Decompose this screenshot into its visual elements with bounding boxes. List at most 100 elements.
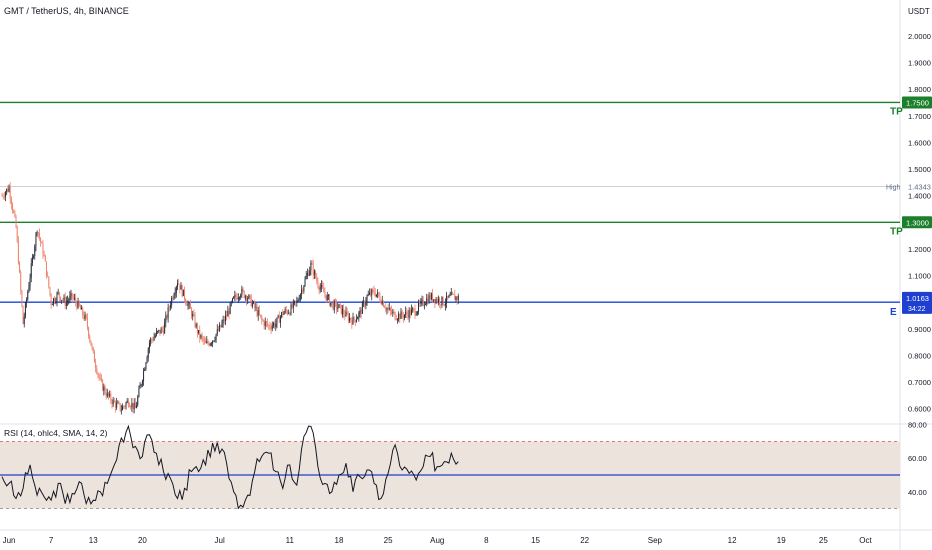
- candle-body: [12, 204, 14, 211]
- time-tick-label: 11: [286, 536, 295, 545]
- candle-body: [399, 313, 401, 319]
- candle-body: [44, 255, 46, 262]
- candle-body: [92, 347, 94, 352]
- candle-body: [152, 339, 154, 341]
- price-tick-label: 1.2000: [908, 245, 931, 254]
- candle-body: [64, 297, 66, 306]
- candle-body: [308, 273, 310, 276]
- candle-body: [47, 275, 49, 277]
- candle-body: [1, 195, 3, 197]
- level-tag: E: [890, 307, 897, 318]
- candle-body: [182, 289, 184, 297]
- candle-body: [422, 299, 424, 306]
- candle-body: [132, 403, 134, 410]
- candle-body: [22, 306, 24, 324]
- candle-body: [427, 298, 429, 304]
- candle-body: [425, 304, 427, 305]
- candle-body: [209, 343, 211, 346]
- candle-body: [325, 294, 327, 300]
- candle-body: [444, 303, 446, 306]
- candle-body: [192, 313, 194, 317]
- rsi-title: RSI (14, ohlc4, SMA, 14, 2): [4, 428, 108, 438]
- candle-body: [278, 315, 280, 323]
- candle-body: [263, 321, 265, 326]
- candle-body: [74, 298, 76, 299]
- candle-body: [353, 317, 355, 320]
- candle-body: [141, 380, 143, 385]
- candle-body: [403, 314, 405, 318]
- candle-body: [363, 301, 365, 304]
- candle-body: [99, 377, 101, 379]
- candle-body: [167, 307, 169, 319]
- candle-body: [391, 310, 393, 314]
- rsi-tick-label: 40.00: [908, 488, 927, 497]
- chart-title: GMT / TetherUS, 4h, BINANCE: [4, 6, 129, 16]
- candle-body: [288, 312, 290, 314]
- candle-body: [283, 312, 285, 315]
- price-tick-label: 1.5000: [908, 165, 931, 174]
- candle-body: [295, 300, 297, 302]
- price-tick-label: 0.9000: [908, 325, 931, 334]
- candle-body: [393, 311, 395, 313]
- candle-body: [244, 296, 246, 298]
- candle-body: [289, 312, 291, 315]
- level-price-tag: [902, 96, 932, 109]
- candle-body: [322, 284, 324, 288]
- high-label: High: [886, 185, 901, 192]
- candle-body: [388, 308, 390, 310]
- candle-body: [305, 276, 307, 279]
- candle-body: [426, 298, 428, 305]
- candle-body: [446, 295, 448, 304]
- candle-body: [9, 187, 11, 199]
- candle-body: [214, 339, 216, 341]
- candle-body: [242, 288, 244, 291]
- candle-body: [398, 313, 400, 320]
- candle-body: [337, 307, 339, 309]
- candle-body: [339, 304, 341, 306]
- candle-body: [136, 405, 138, 409]
- candle-body: [384, 306, 386, 308]
- candle-body: [43, 255, 45, 257]
- candle-body: [324, 292, 326, 295]
- candle-body: [57, 292, 59, 294]
- candle-body: [201, 335, 203, 338]
- candle-body: [221, 323, 223, 327]
- candle-body: [42, 243, 44, 256]
- candle-body: [134, 402, 136, 409]
- candle-body: [158, 329, 160, 332]
- candle-body: [406, 311, 408, 314]
- candle-body: [264, 321, 266, 326]
- candle-body: [275, 323, 277, 328]
- candle-body: [129, 405, 131, 407]
- price-tick-label: 1.4000: [908, 192, 931, 201]
- candle-body: [371, 289, 373, 296]
- candle-body: [227, 310, 229, 317]
- candle-body: [256, 307, 258, 316]
- candle-body: [442, 296, 444, 305]
- candle-body: [91, 345, 93, 348]
- candle-body: [408, 310, 410, 318]
- candle-body: [38, 233, 40, 238]
- candle-body: [298, 299, 300, 301]
- candle-body: [126, 400, 128, 403]
- candle-body: [317, 281, 319, 287]
- candle-body: [368, 292, 370, 295]
- candle-body: [76, 302, 78, 309]
- candle-body: [268, 325, 270, 327]
- candle-body: [338, 304, 340, 308]
- candle-body: [359, 309, 361, 313]
- candle-body: [60, 296, 61, 301]
- candle-body: [147, 348, 149, 358]
- candle-body: [434, 299, 436, 303]
- candle-body: [345, 311, 347, 317]
- candle-body: [138, 388, 140, 397]
- candle-body: [313, 271, 315, 275]
- candle-body: [51, 304, 53, 306]
- candle-body: [172, 297, 174, 299]
- candle-body: [179, 284, 181, 290]
- candle-body: [309, 270, 311, 276]
- candle-body: [71, 293, 73, 298]
- candle-body: [210, 343, 212, 345]
- candle-body: [122, 406, 124, 411]
